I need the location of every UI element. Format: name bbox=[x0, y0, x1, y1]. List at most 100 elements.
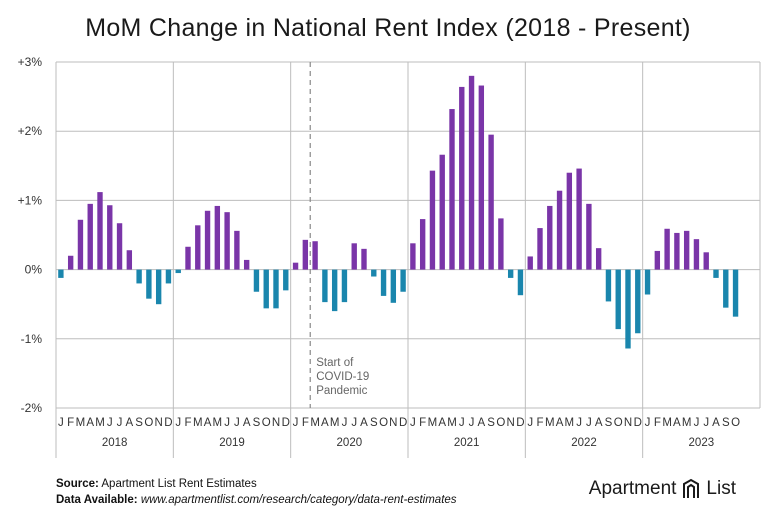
bar-positive bbox=[243, 259, 250, 270]
bar-positive bbox=[204, 210, 211, 270]
apartment-list-logo-icon bbox=[683, 478, 700, 498]
x-month-label: N bbox=[272, 417, 280, 429]
bar-positive bbox=[77, 219, 84, 270]
x-month-label: A bbox=[125, 417, 133, 429]
x-month-label: J bbox=[576, 417, 582, 429]
x-month-label: O bbox=[262, 417, 271, 429]
bar-positive bbox=[654, 250, 661, 270]
x-month-label: J bbox=[410, 417, 416, 429]
source-text: Apartment List Rent Estimates bbox=[101, 478, 257, 490]
bar-positive bbox=[527, 256, 533, 270]
x-month-label: M bbox=[213, 417, 223, 429]
bar-positive bbox=[107, 205, 113, 270]
bar-positive bbox=[703, 252, 709, 270]
x-month-label: M bbox=[95, 417, 105, 429]
bar-positive bbox=[459, 86, 465, 270]
bar-positive bbox=[185, 246, 191, 270]
x-month-label: J bbox=[342, 417, 348, 429]
bar-negative bbox=[155, 269, 162, 305]
bar-positive bbox=[234, 230, 240, 270]
x-month-label: J bbox=[234, 417, 240, 429]
x-month-label: J bbox=[175, 417, 181, 429]
bar-positive bbox=[586, 203, 592, 270]
bar-positive bbox=[439, 154, 445, 270]
source-line: Source: Apartment List Rent Estimates bbox=[56, 478, 257, 490]
source-label: Source: bbox=[56, 478, 99, 490]
bar-negative bbox=[253, 269, 260, 292]
bar-positive bbox=[361, 248, 367, 270]
x-month-label: M bbox=[682, 417, 692, 429]
data-available-url: www.apartmentlist.com/research/category/… bbox=[140, 494, 457, 506]
bar-negative bbox=[263, 269, 269, 309]
x-month-label: J bbox=[469, 417, 475, 429]
x-month-label: J bbox=[694, 417, 700, 429]
x-month-label: O bbox=[731, 417, 740, 429]
x-month-label: M bbox=[565, 417, 575, 429]
logo-word-apartment: Apartment bbox=[588, 478, 677, 499]
x-month-label: J bbox=[293, 417, 299, 429]
y-tick-label: +1% bbox=[18, 193, 43, 207]
bar-negative bbox=[58, 269, 64, 278]
x-month-label: J bbox=[586, 417, 592, 429]
x-month-label: M bbox=[310, 417, 320, 429]
bar-negative bbox=[713, 269, 719, 278]
x-month-label: F bbox=[419, 417, 426, 429]
x-month-label: N bbox=[389, 417, 397, 429]
x-year-label: 2022 bbox=[571, 437, 597, 449]
y-tick-label: -1% bbox=[21, 332, 43, 346]
bar-negative bbox=[517, 269, 524, 296]
x-month-label: D bbox=[634, 417, 642, 429]
bar-negative bbox=[732, 269, 739, 317]
bar-negative bbox=[165, 269, 172, 284]
bar-positive bbox=[693, 239, 700, 270]
bar-positive bbox=[488, 134, 494, 270]
data-available-line: Data Available: www.apartmentlist.com/re… bbox=[56, 494, 457, 506]
x-month-label: F bbox=[654, 417, 661, 429]
bar-positive bbox=[429, 170, 436, 270]
x-month-label: F bbox=[536, 417, 543, 429]
bar-positive bbox=[547, 205, 553, 270]
bar-positive bbox=[595, 248, 602, 270]
x-year-label: 2018 bbox=[102, 437, 128, 449]
x-month-label: O bbox=[496, 417, 505, 429]
x-month-label: A bbox=[477, 417, 485, 429]
data-available-label: Data Available: bbox=[56, 494, 138, 506]
x-month-label: D bbox=[399, 417, 407, 429]
bar-negative bbox=[380, 269, 387, 296]
x-month-label: A bbox=[204, 417, 212, 429]
covid-annotation-text: Pandemic bbox=[316, 385, 367, 397]
bar-positive bbox=[674, 232, 680, 270]
bar-positive bbox=[478, 85, 485, 270]
bar-positive bbox=[664, 228, 670, 270]
bar-positive bbox=[97, 192, 103, 270]
bar-positive bbox=[410, 243, 416, 270]
logo-word-list: List bbox=[706, 478, 736, 499]
bar-negative bbox=[605, 269, 612, 302]
x-month-label: A bbox=[438, 417, 446, 429]
x-month-label: J bbox=[351, 417, 357, 429]
x-month-label: M bbox=[545, 417, 555, 429]
x-month-label: D bbox=[164, 417, 172, 429]
x-month-label: A bbox=[321, 417, 329, 429]
x-month-label: F bbox=[67, 417, 74, 429]
x-month-label: D bbox=[282, 417, 290, 429]
x-month-label: A bbox=[712, 417, 720, 429]
bar-positive bbox=[292, 262, 299, 270]
y-tick-label: +2% bbox=[18, 124, 43, 138]
x-month-label: O bbox=[614, 417, 623, 429]
bar-positive bbox=[67, 255, 74, 270]
x-month-label: N bbox=[507, 417, 515, 429]
x-month-label: S bbox=[370, 417, 378, 429]
chart-title: MoM Change in National Rent Index (2018 … bbox=[85, 14, 691, 42]
bar-negative bbox=[322, 269, 328, 303]
x-month-label: J bbox=[645, 417, 651, 429]
x-month-label: M bbox=[330, 417, 340, 429]
x-month-label: J bbox=[58, 417, 64, 429]
bar-positive bbox=[195, 225, 201, 270]
bar-positive bbox=[116, 223, 123, 270]
y-tick-label: -2% bbox=[21, 401, 43, 415]
x-month-label: N bbox=[155, 417, 163, 429]
x-month-label: O bbox=[144, 417, 153, 429]
x-month-label: J bbox=[107, 417, 113, 429]
